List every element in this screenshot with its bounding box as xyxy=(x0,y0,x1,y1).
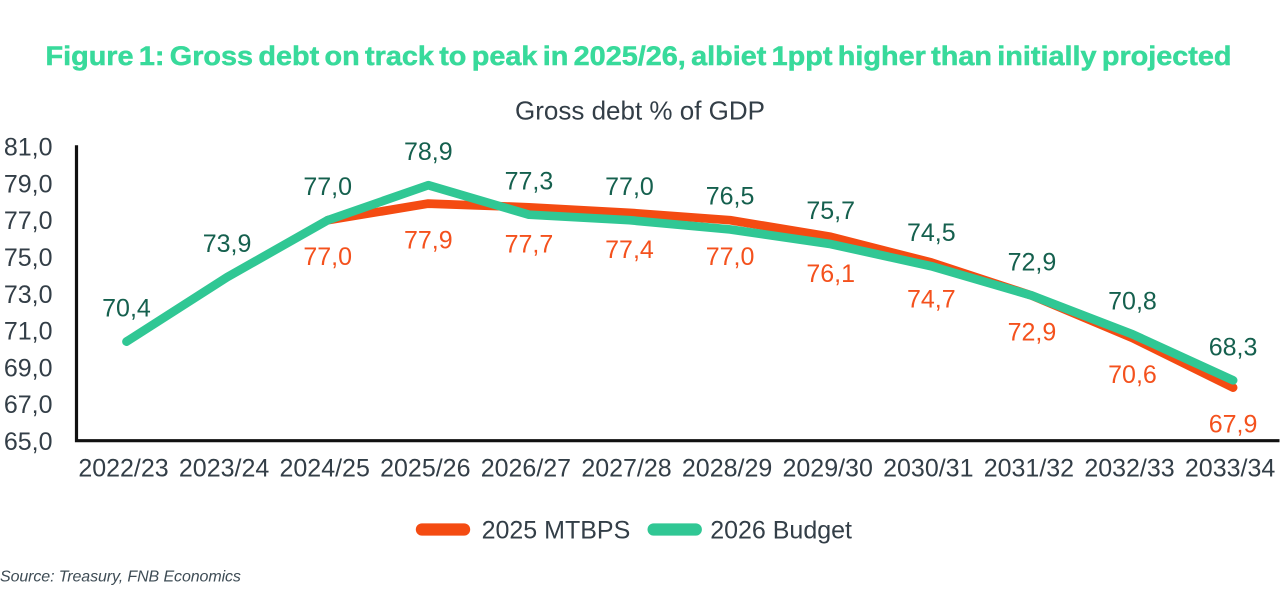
svg-text:2033/34: 2033/34 xyxy=(1185,455,1275,483)
svg-text:68,3: 68,3 xyxy=(1209,333,1258,361)
svg-text:67,9: 67,9 xyxy=(1209,411,1258,439)
svg-text:Figure 1: Gross debt on track: Figure 1: Gross debt on track to peak in… xyxy=(46,41,1232,71)
svg-text:2030/31: 2030/31 xyxy=(883,455,973,483)
svg-text:2032/33: 2032/33 xyxy=(1084,455,1174,483)
svg-text:2029/30: 2029/30 xyxy=(783,455,873,483)
svg-text:2025 MTBPS: 2025 MTBPS xyxy=(482,517,631,545)
svg-text:77,3: 77,3 xyxy=(505,168,554,196)
svg-text:73,0: 73,0 xyxy=(4,281,53,309)
svg-text:77,7: 77,7 xyxy=(505,230,554,258)
svg-text:67,0: 67,0 xyxy=(4,391,53,419)
svg-text:2028/29: 2028/29 xyxy=(682,455,772,483)
svg-text:77,0: 77,0 xyxy=(605,173,654,201)
svg-text:74,5: 74,5 xyxy=(907,219,956,247)
svg-text:75,0: 75,0 xyxy=(4,244,53,272)
svg-text:76,1: 76,1 xyxy=(806,260,855,288)
svg-text:2024/25: 2024/25 xyxy=(280,455,370,483)
svg-text:70,4: 70,4 xyxy=(102,295,151,323)
svg-text:72,9: 72,9 xyxy=(1008,319,1057,347)
svg-text:74,7: 74,7 xyxy=(907,286,956,314)
svg-text:Gross debt % of GDP: Gross debt % of GDP xyxy=(515,96,765,126)
svg-text:2025/26: 2025/26 xyxy=(380,455,470,483)
svg-text:70,6: 70,6 xyxy=(1108,361,1157,389)
svg-text:2026 Budget: 2026 Budget xyxy=(710,517,852,545)
svg-text:69,0: 69,0 xyxy=(4,354,53,382)
svg-text:65,0: 65,0 xyxy=(4,428,53,456)
svg-text:70,8: 70,8 xyxy=(1108,287,1157,315)
svg-text:77,0: 77,0 xyxy=(303,173,352,201)
svg-text:2027/28: 2027/28 xyxy=(581,455,671,483)
svg-text:79,0: 79,0 xyxy=(4,170,53,198)
svg-text:73,9: 73,9 xyxy=(203,230,252,258)
svg-text:78,9: 78,9 xyxy=(404,138,453,166)
svg-text:77,0: 77,0 xyxy=(4,207,53,235)
svg-text:2022/23: 2022/23 xyxy=(78,455,168,483)
svg-text:Source: Treasury, FNB Economic: Source: Treasury, FNB Economics xyxy=(0,569,241,586)
svg-text:77,0: 77,0 xyxy=(706,243,755,271)
svg-text:2031/32: 2031/32 xyxy=(984,455,1074,483)
svg-text:72,9: 72,9 xyxy=(1008,249,1057,277)
svg-text:81,0: 81,0 xyxy=(4,134,53,162)
svg-text:75,7: 75,7 xyxy=(806,197,855,225)
svg-text:2023/24: 2023/24 xyxy=(179,455,269,483)
svg-text:2026/27: 2026/27 xyxy=(481,455,571,483)
svg-text:77,9: 77,9 xyxy=(404,227,453,255)
svg-text:71,0: 71,0 xyxy=(4,318,53,346)
svg-text:77,0: 77,0 xyxy=(303,243,352,271)
svg-text:76,5: 76,5 xyxy=(706,182,755,210)
svg-text:77,4: 77,4 xyxy=(605,236,654,264)
